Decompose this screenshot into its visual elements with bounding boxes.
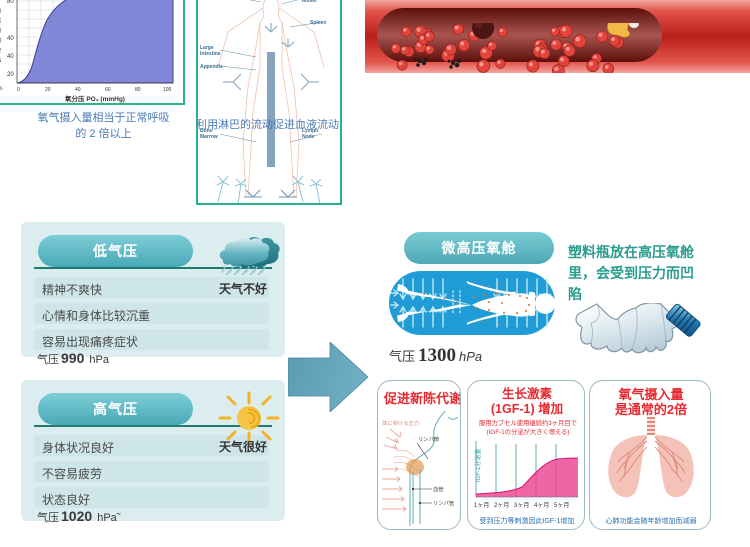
svg-text:20: 20 — [7, 72, 14, 78]
svg-text:Vessel: Vessel — [301, 0, 317, 4]
svg-text:3ヶ月: 3ヶ月 — [514, 502, 529, 509]
svg-text:1ヶ月: 1ヶ月 — [474, 502, 489, 509]
svg-text:40: 40 — [7, 54, 14, 60]
svg-text:リンパ節: リンパ節 — [418, 435, 440, 443]
svg-text:饱: 饱 — [0, 26, 2, 34]
svg-text:4ヶ月: 4ヶ月 — [534, 502, 549, 509]
svg-text:和: 和 — [0, 36, 1, 44]
svg-text:Intestine: Intestine — [200, 51, 221, 57]
svg-text:40: 40 — [7, 36, 14, 42]
svg-text:リンパ管: リンパ管 — [433, 499, 454, 507]
svg-text:Marrow: Marrow — [200, 134, 218, 140]
svg-text:Spleen: Spleen — [310, 20, 326, 26]
svg-text:2ヶ月: 2ヶ月 — [494, 502, 509, 509]
svg-text:血: 血 — [0, 6, 2, 14]
svg-text:血管: 血管 — [433, 485, 444, 493]
svg-text:体に受ける圧力: 体に受ける圧力 — [382, 419, 419, 427]
svg-text:(%: (% — [0, 86, 3, 92]
svg-text:5ヶ月: 5ヶ月 — [554, 502, 569, 509]
svg-text:度: 度 — [0, 46, 2, 54]
svg-text:0: 0 — [17, 87, 20, 93]
svg-text:80: 80 — [7, 0, 14, 5]
svg-text:IGF-1分泌量: IGF-1分泌量 — [474, 449, 482, 482]
svg-text:60: 60 — [105, 87, 111, 93]
svg-text:Appendix: Appendix — [200, 64, 223, 70]
svg-text:氧: 氧 — [0, 16, 2, 24]
svg-text:Node: Node — [302, 134, 315, 140]
svg-text:80: 80 — [135, 87, 141, 93]
svg-text:20: 20 — [45, 87, 51, 93]
svg-text:(S: (S — [0, 58, 2, 64]
svg-text:40: 40 — [75, 87, 81, 93]
svg-text:氧分压 PO₂ (mmHg): 氧分压 PO₂ (mmHg) — [64, 94, 125, 103]
svg-text:100: 100 — [163, 87, 172, 93]
